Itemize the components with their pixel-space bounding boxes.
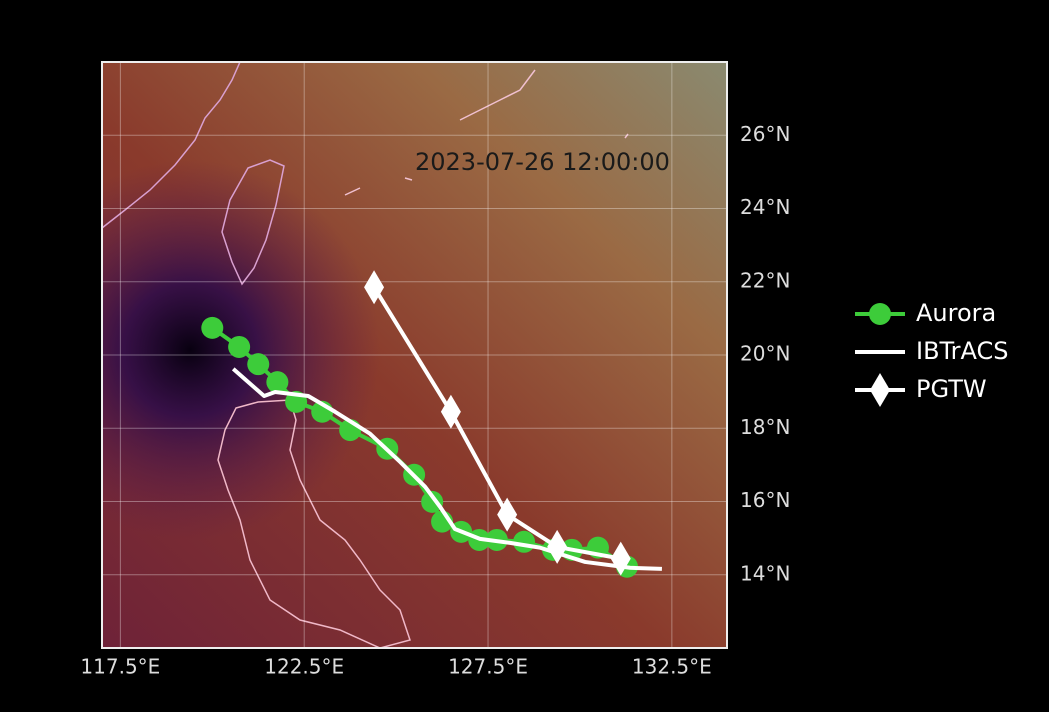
legend-label: IBTrACS (916, 337, 1009, 365)
legend: Aurora IBTrACS PGTW (855, 299, 1009, 407)
frame (101, 61, 728, 649)
y-tick-label: 22°N (740, 268, 790, 292)
legend-marker (869, 303, 891, 325)
x-tick-label: 117.5°E (80, 655, 160, 679)
track-point (228, 335, 251, 358)
x-tick-label: 127.5°E (448, 655, 528, 679)
y-tick-label: 14°N (740, 561, 790, 585)
coastlines (102, 62, 629, 648)
track-point (610, 541, 631, 576)
legend-label: Aurora (916, 299, 996, 327)
track-point (547, 529, 568, 564)
timestamp: 2023-07-26 12:00:00 (415, 148, 670, 176)
track-point (513, 530, 536, 553)
x-tick-label: 132.5°E (632, 655, 712, 679)
legend-label: PGTW (916, 375, 987, 403)
legend-marker (870, 373, 890, 407)
y-tick-label: 18°N (740, 415, 790, 439)
track-point (421, 490, 444, 513)
track-point (440, 394, 461, 429)
y-tick-label: 24°N (740, 195, 790, 219)
track-point (247, 353, 270, 376)
tracks (201, 270, 662, 578)
grid (102, 62, 727, 648)
track-point (497, 497, 518, 532)
track-point (201, 316, 224, 339)
y-tick-label: 26°N (740, 122, 790, 146)
track-point (364, 270, 385, 305)
y-tick-label: 16°N (740, 488, 790, 512)
x-tick-label: 122.5°E (264, 655, 344, 679)
y-tick-label: 20°N (740, 342, 790, 366)
track-point (266, 371, 289, 394)
